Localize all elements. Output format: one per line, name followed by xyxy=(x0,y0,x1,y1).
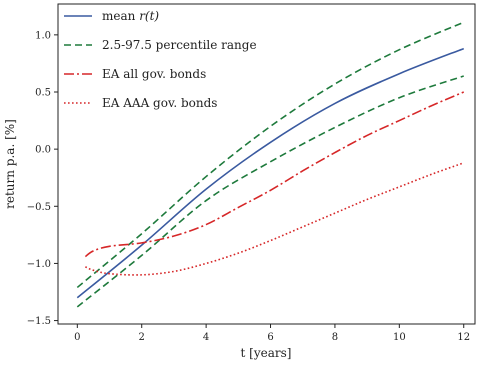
x-tick-label: 4 xyxy=(203,332,209,343)
series-line-2 xyxy=(76,75,464,308)
x-tick-label: 12 xyxy=(457,332,470,343)
x-tick-label: 6 xyxy=(267,332,273,343)
y-axis-label: return p.a. [%] xyxy=(3,119,17,209)
y-tick-label: 1.0 xyxy=(35,30,51,41)
y-tick-label: −1.0 xyxy=(27,259,51,270)
series-line-1 xyxy=(76,21,465,289)
x-axis-label: t [years] xyxy=(241,346,292,360)
series-line-4 xyxy=(85,162,464,276)
series-layer xyxy=(76,21,465,308)
y-tick-label: −0.5 xyxy=(27,202,51,213)
series-line-0 xyxy=(76,47,465,299)
legend: mean r(t) 2.5-97.5 percentile range EA all… xyxy=(64,9,257,110)
legend-label-3: EA all gov. bonds xyxy=(102,67,206,81)
legend-math-0: r(t) xyxy=(139,9,159,23)
legend-label-0: mean r(t) xyxy=(102,9,159,23)
y-tick-label: 0.0 xyxy=(35,145,51,156)
y-tick-label: 0.5 xyxy=(35,88,51,99)
plot-frame xyxy=(57,3,476,325)
legend-label-4: EA AAA gov. bonds xyxy=(102,96,217,110)
y-tick-label: −1.5 xyxy=(27,316,51,327)
legend-label-1: 2.5-97.5 percentile range xyxy=(102,38,257,52)
x-tick-label: 10 xyxy=(393,332,406,343)
series-line-3 xyxy=(84,91,465,258)
x-tick-label: 0 xyxy=(74,332,80,343)
ticks-layer: 0 2 4 6 8 10 12 −1.5 −1.0 −0.5 0.0 0.5 1.0 xyxy=(27,30,470,343)
x-tick-label: 8 xyxy=(332,332,338,343)
x-tick-label: 2 xyxy=(139,332,145,343)
